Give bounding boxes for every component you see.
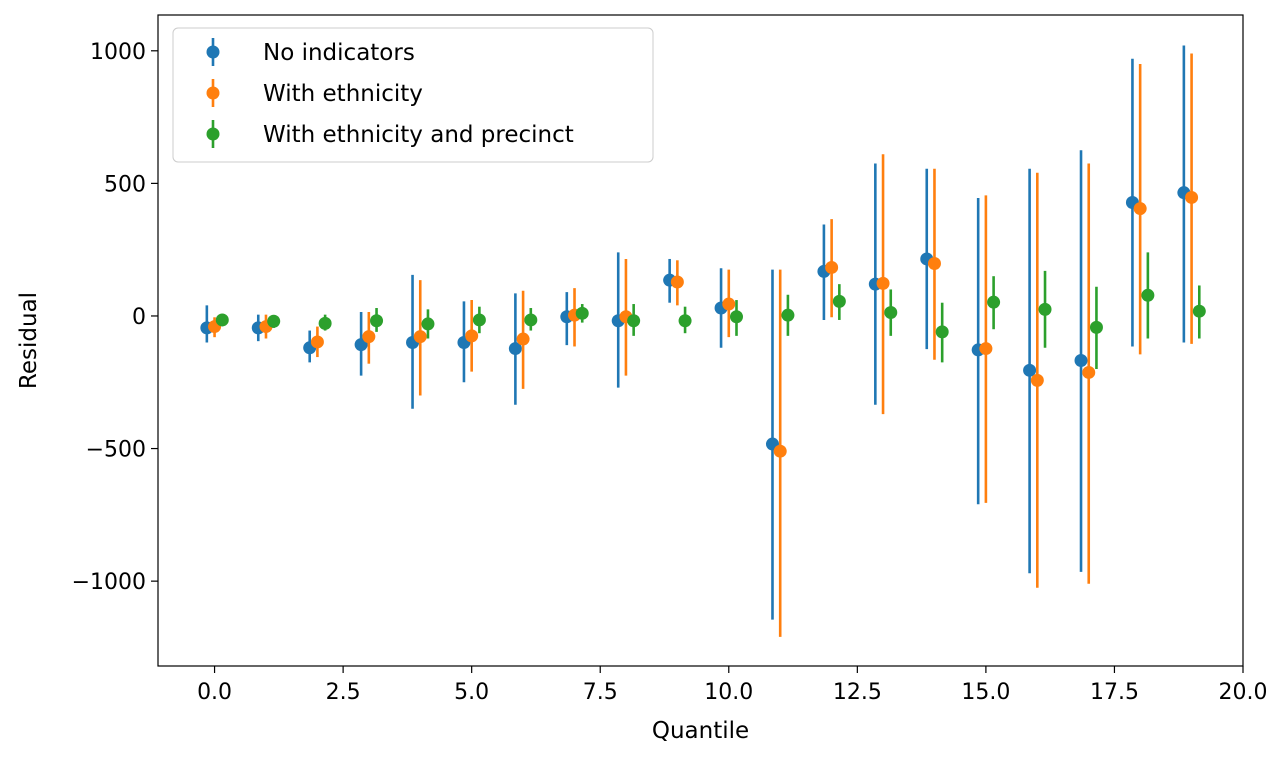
data-point: [1082, 365, 1096, 379]
data-point: [927, 256, 941, 270]
legend-item: No indicators: [206, 38, 415, 66]
data-point: [1141, 288, 1155, 302]
x-axis-label: Quantile: [652, 718, 749, 744]
data-point: [935, 325, 949, 339]
data-point: [987, 295, 1001, 309]
data-point: [524, 313, 538, 327]
data-point: [781, 308, 795, 322]
data-point: [729, 310, 743, 324]
data-point: [575, 306, 589, 320]
x-axis-ticks: 0.0 2.5 5.0 7.5 10.0 12.5 15.0 17.5 20.0: [197, 666, 1267, 705]
data-point: [1185, 190, 1199, 204]
data-point: [1192, 304, 1206, 318]
legend-box: [172, 27, 654, 163]
legend-point-marker: [206, 86, 220, 100]
plot-frame: [157, 14, 1244, 667]
data-point: [1038, 302, 1052, 316]
data-point: [773, 444, 787, 458]
data-point: [516, 332, 530, 346]
legend-label: With ethnicity and precinct: [263, 122, 574, 148]
data-point: [508, 342, 522, 356]
data-point: [670, 275, 684, 289]
data-point: [678, 314, 692, 328]
data-point: [413, 330, 427, 344]
data-point: [825, 260, 839, 274]
legend-label: With ethnicity: [263, 81, 423, 107]
data-point: [627, 314, 641, 328]
series-layer: [200, 45, 1206, 637]
legend-point-marker: [206, 127, 220, 141]
series-2: [208, 53, 1199, 637]
legend-item: With ethnicity and precinct: [206, 120, 574, 148]
data-point: [979, 342, 993, 356]
x-tick-label: 7.5: [583, 680, 618, 705]
series-3: [215, 252, 1206, 370]
y-axis-ticks: −1000 −500 0 500 1000: [72, 40, 158, 595]
data-point: [310, 335, 324, 349]
y-tick-label: 1000: [90, 40, 146, 65]
data-point: [472, 313, 486, 327]
data-point: [465, 329, 479, 343]
y-tick-label: −500: [86, 438, 146, 463]
data-point: [1089, 320, 1103, 334]
data-point: [1023, 363, 1037, 377]
x-tick-label: 5.0: [454, 680, 489, 705]
data-point: [370, 314, 384, 328]
y-tick-label: 0: [132, 305, 146, 330]
data-point: [267, 314, 281, 328]
x-tick-label: 20.0: [1219, 680, 1268, 705]
legend-point-marker: [206, 45, 220, 59]
x-tick-label: 15.0: [961, 680, 1010, 705]
y-tick-label: −1000: [72, 570, 146, 595]
data-point: [884, 306, 898, 320]
data-point: [421, 317, 435, 331]
data-point: [1133, 202, 1147, 216]
x-tick-label: 10.0: [704, 680, 753, 705]
data-point: [362, 330, 376, 344]
data-point: [1074, 354, 1088, 368]
legend-item: With ethnicity: [206, 79, 423, 107]
data-point: [722, 297, 736, 311]
x-tick-label: 17.5: [1090, 680, 1139, 705]
x-tick-label: 0.0: [197, 680, 232, 705]
y-axis-label: Residual: [16, 292, 42, 389]
x-tick-label: 2.5: [326, 680, 361, 705]
data-point: [1030, 373, 1044, 387]
data-point: [876, 276, 890, 290]
x-tick-label: 12.5: [833, 680, 882, 705]
data-point: [215, 313, 229, 327]
data-point: [832, 294, 846, 308]
y-tick-label: 500: [104, 172, 146, 197]
legend-label: No indicators: [263, 40, 415, 66]
legend: No indicators With ethnicity With ethnicit…: [172, 27, 654, 163]
data-point: [318, 316, 332, 330]
